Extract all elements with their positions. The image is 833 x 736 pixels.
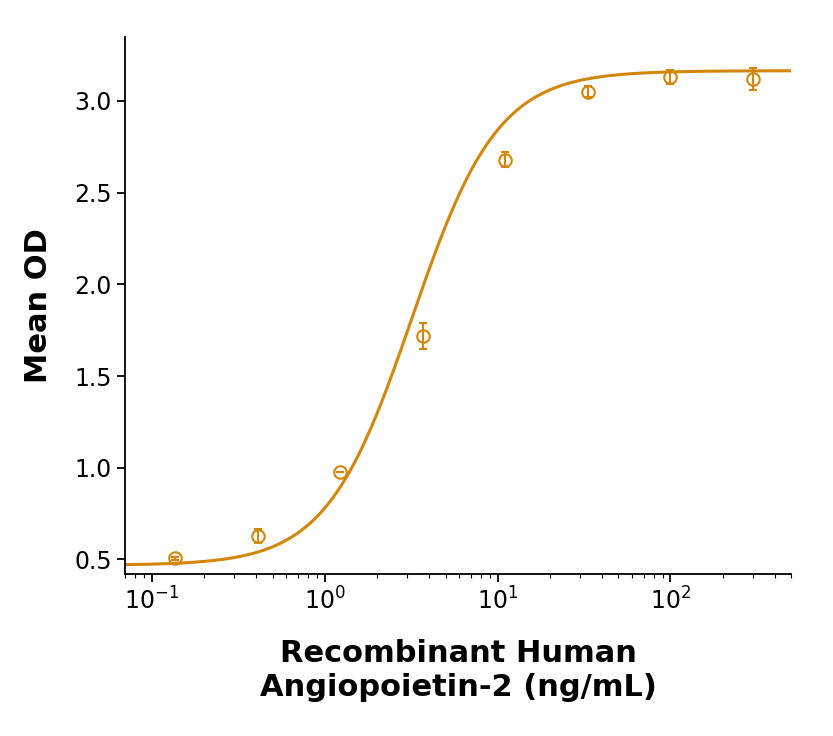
X-axis label: Recombinant Human
Angiopoietin-2 (ng/mL): Recombinant Human Angiopoietin-2 (ng/mL) — [260, 640, 656, 702]
Y-axis label: Mean OD: Mean OD — [24, 228, 53, 383]
